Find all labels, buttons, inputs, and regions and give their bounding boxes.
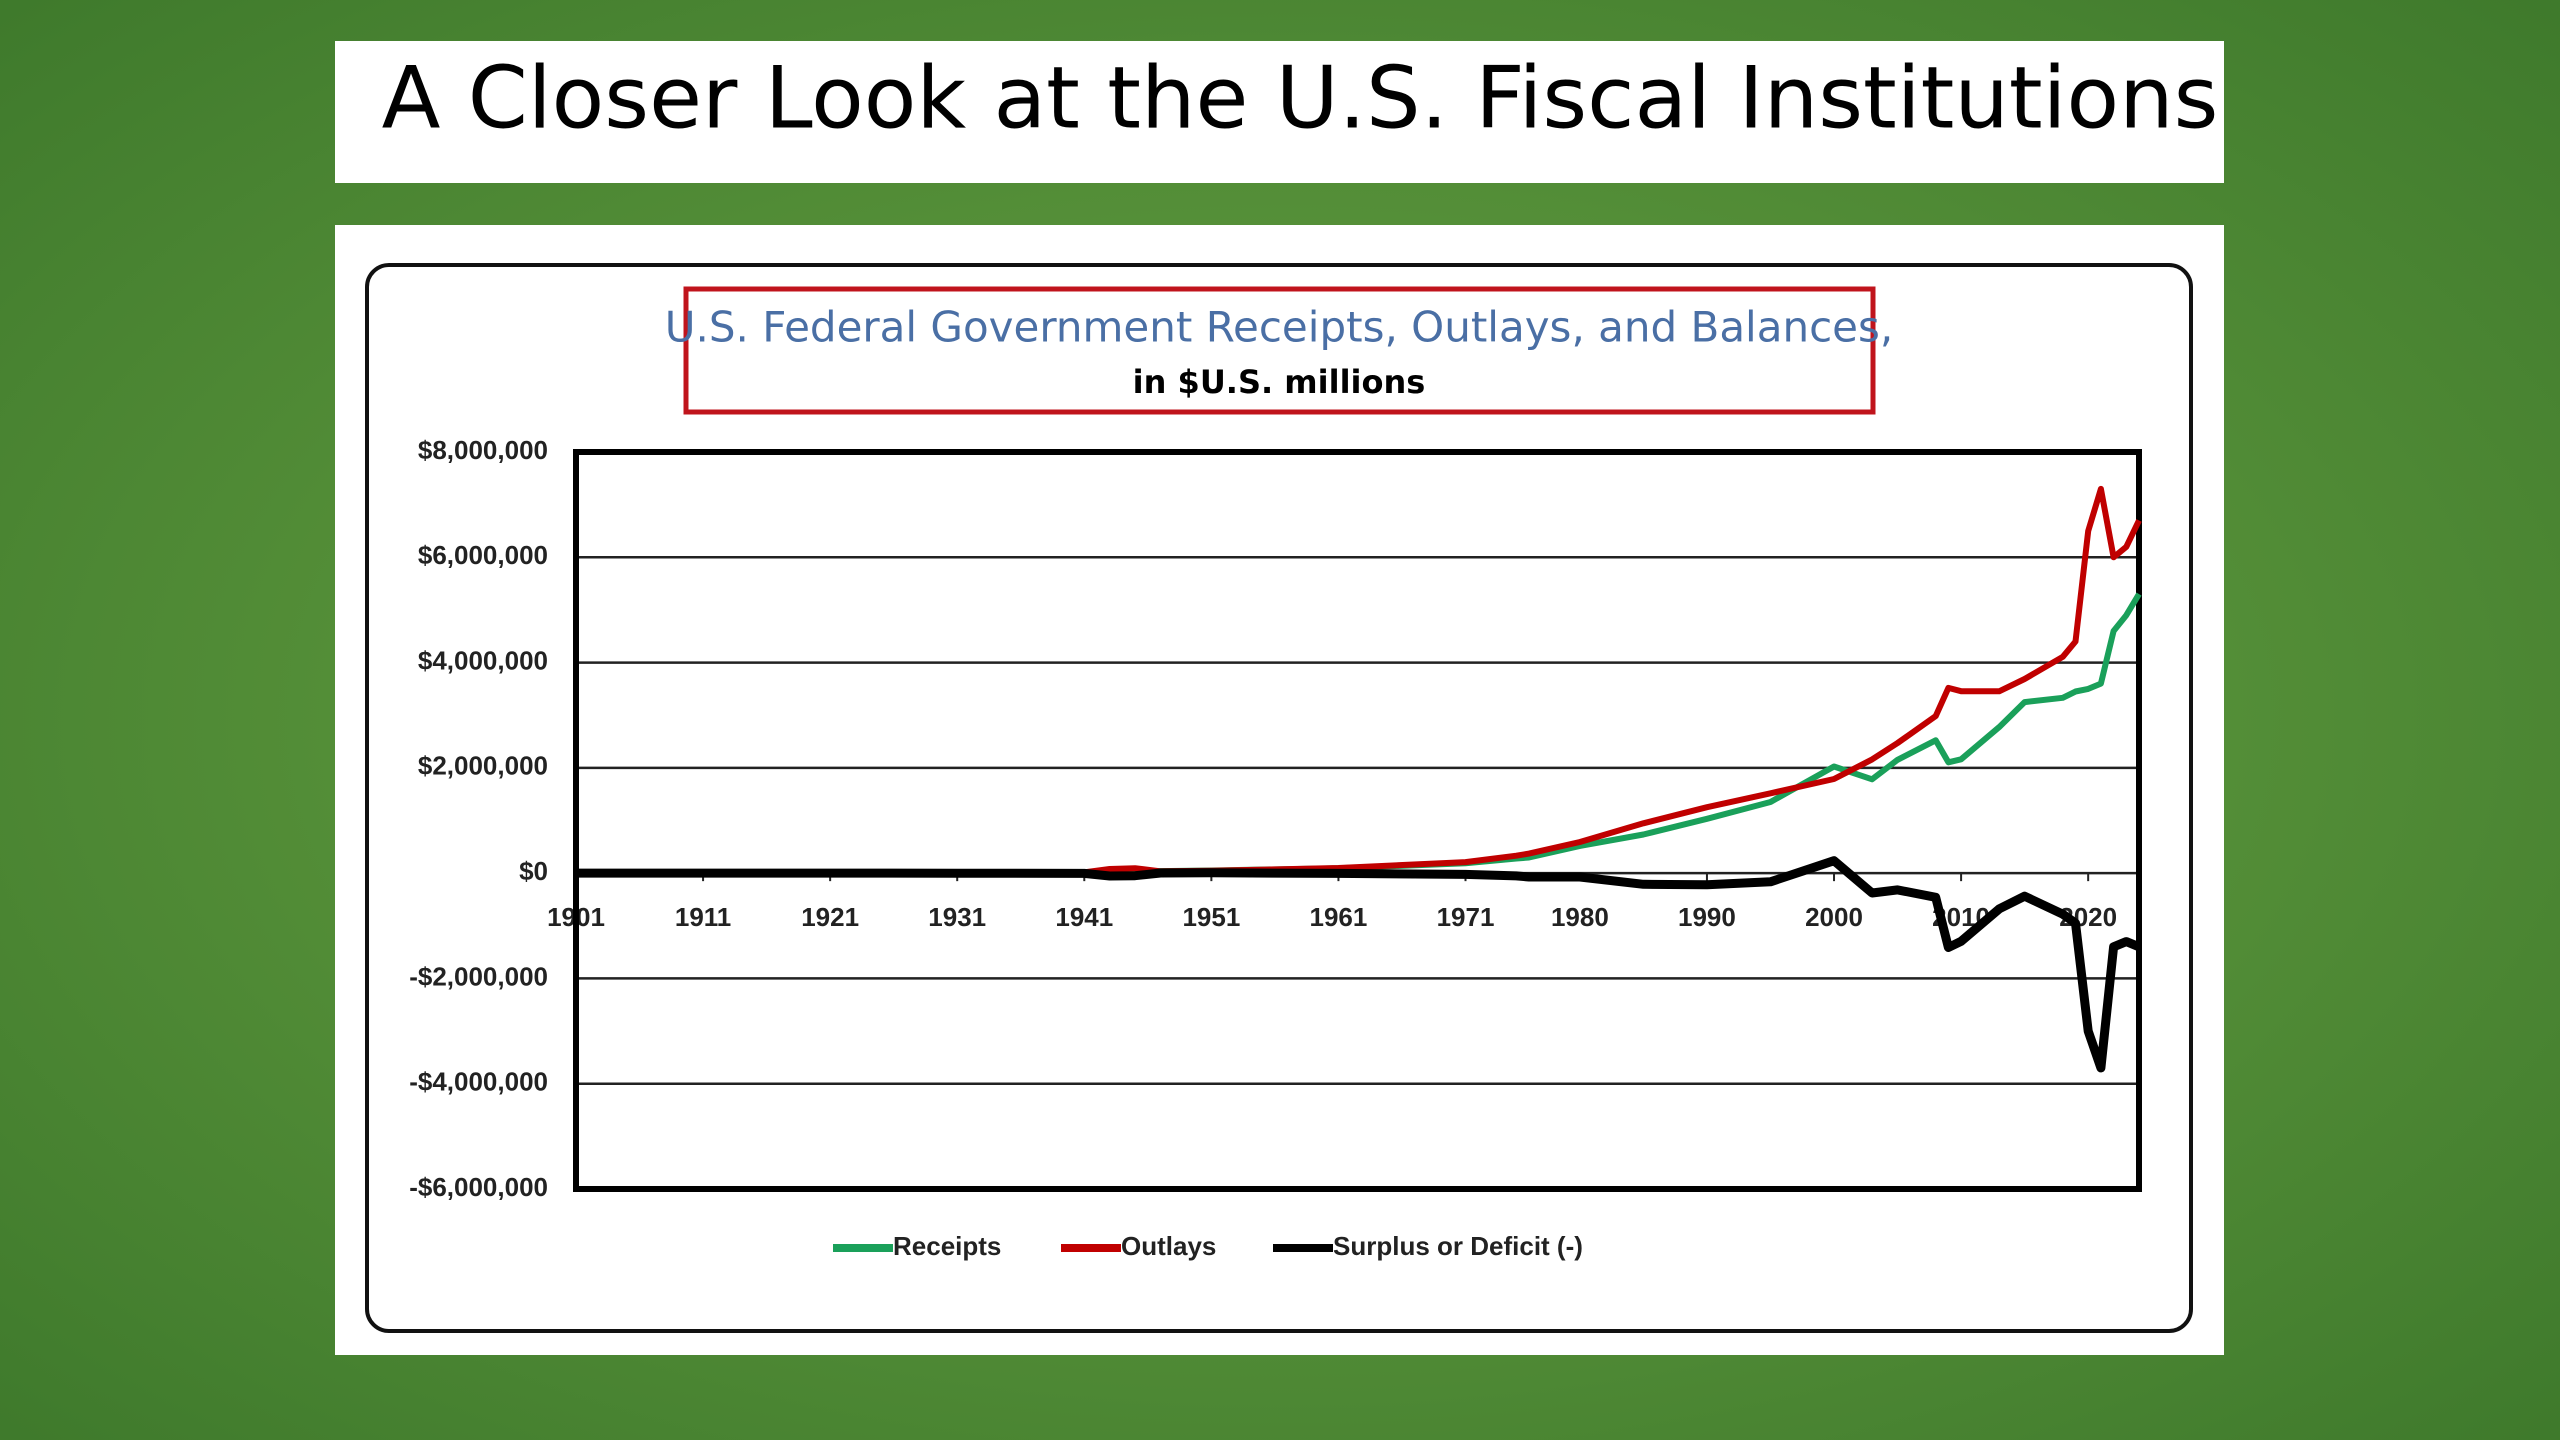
series-line [576,485,2142,877]
y-tick-label: $6,000,000 [418,540,548,570]
chart-title-box [683,286,1876,415]
slide-title: A Closer Look at the U.S. Fiscal Institu… [382,48,2219,148]
x-tick-label: 1921 [801,902,859,932]
series-line [576,856,2141,1073]
y-tick-label: $4,000,000 [418,645,548,675]
x-tick-label: 1980 [1551,902,1609,932]
x-tick-label: 1941 [1055,902,1113,932]
x-tick-label: 1961 [1310,902,1368,932]
title-box [335,41,2224,183]
legend-label: Receipts [893,1231,1001,1261]
x-tick-label: 1971 [1437,902,1495,932]
plot: -$6,000,000 -$4,000,000 -$2,000,000 $0 $2,00… [409,435,2142,1261]
y-tick-label: -$2,000,000 [409,961,548,991]
x-tick-label: 2000 [1805,902,1863,932]
chart-title: U.S. Federal Government Receipts, Outlay… [665,303,1894,352]
x-tick-label: 1911 [675,902,731,932]
legend-label: Surplus or Deficit (-) [1333,1231,1583,1261]
y-tick-label: $2,000,000 [418,751,548,781]
x-tick-label: 1951 [1182,902,1240,932]
x-tick-label: 1931 [928,902,986,932]
legend-label: Outlays [1121,1231,1216,1261]
plot-frame [573,449,2142,1192]
y-tick-label: $8,000,000 [418,435,548,465]
x-tick-label: 1990 [1678,902,1736,932]
y-tick-label: -$4,000,000 [409,1067,548,1097]
y-tick-label: $0 [519,856,548,886]
y-tick-label: -$6,000,000 [409,1172,548,1202]
chart-border [365,263,2193,1333]
chart-subtitle: in $U.S. millions [1133,363,1426,401]
